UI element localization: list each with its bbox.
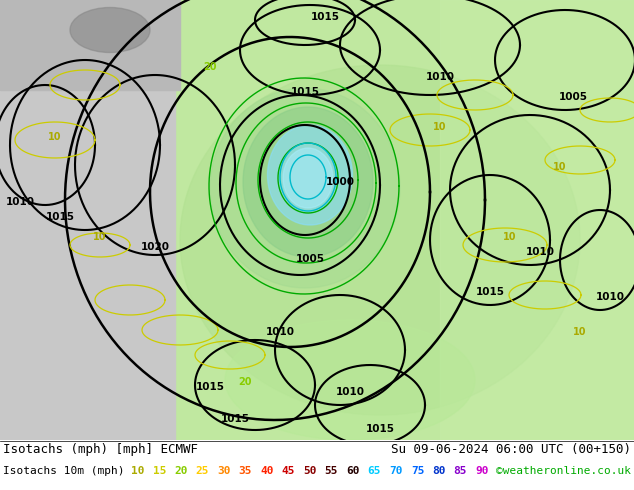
Text: 45: 45 (281, 466, 295, 476)
Text: 10: 10 (93, 232, 107, 242)
Text: 20: 20 (204, 62, 217, 72)
Text: 1005: 1005 (295, 254, 325, 264)
Text: 1020: 1020 (141, 242, 169, 252)
Text: 25: 25 (196, 466, 209, 476)
Text: 60: 60 (346, 466, 359, 476)
Bar (0, 0, 180, 90)
Text: 10: 10 (553, 162, 567, 172)
Text: 75: 75 (411, 466, 424, 476)
Text: 1010: 1010 (425, 72, 455, 82)
Text: 40: 40 (260, 466, 274, 476)
Text: 1015: 1015 (195, 382, 224, 392)
Ellipse shape (283, 148, 333, 208)
Bar (440, 0, 634, 440)
Text: 35: 35 (239, 466, 252, 476)
Text: 1015: 1015 (221, 414, 250, 424)
Text: 70: 70 (389, 466, 403, 476)
Text: 1010: 1010 (335, 387, 365, 397)
Text: 20: 20 (238, 377, 252, 387)
Ellipse shape (268, 125, 353, 225)
Text: 50: 50 (303, 466, 317, 476)
Bar (0, 0, 175, 440)
Text: 10: 10 (503, 232, 517, 242)
Text: 1000: 1000 (325, 177, 354, 187)
Text: 90: 90 (476, 466, 489, 476)
Ellipse shape (70, 7, 150, 52)
Text: 65: 65 (368, 466, 381, 476)
Text: 1015: 1015 (476, 287, 505, 297)
Text: Isotachs (mph) [mph] ECMWF: Isotachs (mph) [mph] ECMWF (3, 443, 198, 456)
Text: 1005: 1005 (559, 92, 588, 102)
Ellipse shape (210, 88, 400, 288)
Text: 1015: 1015 (365, 424, 394, 434)
Text: 55: 55 (325, 466, 339, 476)
Text: 1015: 1015 (311, 12, 339, 22)
Text: 20: 20 (174, 466, 188, 476)
Text: 10: 10 (48, 132, 61, 142)
Text: 1010: 1010 (526, 247, 555, 257)
Text: 10: 10 (573, 327, 586, 337)
Text: 80: 80 (432, 466, 446, 476)
Text: 1010: 1010 (266, 327, 295, 337)
Text: 85: 85 (454, 466, 467, 476)
Ellipse shape (180, 65, 580, 415)
Text: 10: 10 (131, 466, 145, 476)
Ellipse shape (225, 320, 475, 440)
Ellipse shape (243, 107, 373, 257)
Text: 1015: 1015 (290, 87, 320, 97)
Text: 1010: 1010 (6, 197, 34, 207)
Text: 1015: 1015 (46, 212, 75, 222)
Text: Su 09-06-2024 06:00 UTC (00+150): Su 09-06-2024 06:00 UTC (00+150) (391, 443, 631, 456)
Text: 15: 15 (153, 466, 166, 476)
Ellipse shape (0, 15, 120, 85)
Text: 1010: 1010 (595, 292, 624, 302)
Text: 10: 10 (433, 122, 447, 132)
Text: ©weatheronline.co.uk: ©weatheronline.co.uk (496, 466, 631, 476)
Text: Isotachs 10m (mph): Isotachs 10m (mph) (3, 466, 124, 476)
Text: 30: 30 (217, 466, 231, 476)
